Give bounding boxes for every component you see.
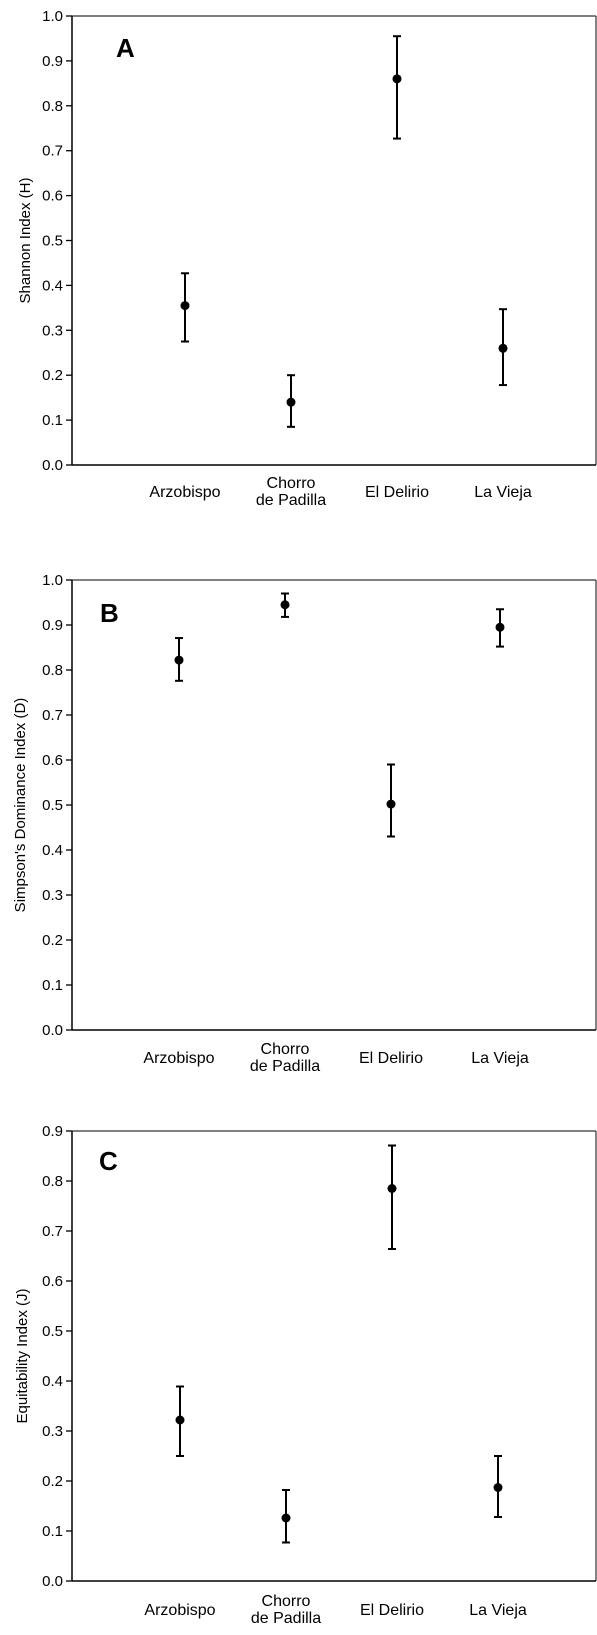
x-category-label: Chorro (262, 1593, 311, 1610)
x-category-label: El Delirio (365, 484, 429, 501)
x-category-label: El Delirio (359, 1050, 423, 1067)
y-tick-label: 0.8 (42, 1173, 63, 1190)
y-tick-label: 0.0 (42, 457, 63, 474)
data-point (392, 74, 402, 84)
y-axis-title: Shannon Index (H) (17, 178, 34, 304)
y-tick-label: 0.6 (42, 188, 63, 205)
x-category-label: de Padilla (256, 492, 326, 509)
y-tick-label: 0.0 (42, 1022, 63, 1039)
y-tick-label: 0.9 (42, 53, 63, 70)
x-category-label: de Padilla (251, 1610, 321, 1627)
y-tick-label: 0.0 (42, 1573, 63, 1590)
x-category-label: Arzobispo (143, 1050, 214, 1067)
data-point (180, 301, 190, 311)
x-category-label: Arzobispo (144, 1602, 215, 1619)
y-tick-label: 0.4 (42, 842, 63, 859)
x-category-label: La Vieja (469, 1602, 527, 1619)
y-tick-label: 0.8 (42, 662, 63, 679)
y-tick-label: 0.7 (42, 143, 63, 160)
x-category-label: La Vieja (474, 484, 532, 501)
data-point (175, 1415, 185, 1425)
y-tick-label: 0.9 (42, 617, 63, 634)
x-category-label: Chorro (267, 475, 316, 492)
data-point (174, 655, 184, 665)
y-tick-label: 0.4 (42, 1373, 63, 1390)
y-tick-label: 0.1 (42, 1523, 63, 1540)
y-tick-label: 0.4 (42, 277, 63, 294)
data-point (498, 343, 508, 353)
y-tick-label: 0.9 (42, 1123, 63, 1140)
data-point (286, 397, 296, 407)
x-category-label: de Padilla (250, 1058, 320, 1075)
y-tick-label: 0.3 (42, 887, 63, 904)
y-axis-title: Equitability Index (J) (14, 1288, 31, 1423)
chart-panel-c: 0.0 0.1 0.2 0.3 0.4 0.5 0.6 0.7 0.8 0.9 Equitabili… (14, 1123, 597, 1627)
panel-letter: C (99, 1146, 118, 1176)
y-tick-label: 0.5 (42, 233, 63, 250)
data-point (386, 799, 396, 809)
data-point (495, 622, 505, 632)
y-tick-label: 1.0 (42, 8, 63, 25)
y-tick-label: 0.2 (42, 367, 63, 384)
y-axis-title: Simpson's Dominance Index (D) (12, 698, 29, 913)
chart-panel-b: 0.0 0.1 0.2 0.3 0.4 0.5 0.6 0.7 0.8 0.9 1.0 Simpson… (12, 572, 597, 1075)
y-tick-label: 0.6 (42, 752, 63, 769)
y-tick-label: 0.8 (42, 98, 63, 115)
y-tick-label: 0.5 (42, 797, 63, 814)
y-tick-label: 0.2 (42, 1473, 63, 1490)
y-tick-label: 0.3 (42, 322, 63, 339)
y-tick-label: 0.7 (42, 707, 63, 724)
x-category-label: La Vieja (471, 1050, 529, 1067)
data-point (387, 1184, 397, 1193)
y-tick-label: 1.0 (42, 572, 63, 589)
y-tick-label: 0.7 (42, 1223, 63, 1240)
y-tick-label: 0.5 (42, 1323, 63, 1340)
y-tick-label: 0.6 (42, 1273, 63, 1290)
panel-letter: B (100, 598, 119, 628)
y-tick-label: 0.2 (42, 932, 63, 949)
panel-letter: A (116, 33, 135, 63)
y-tick-label: 0.1 (42, 977, 63, 994)
y-tick-label: 0.3 (42, 1423, 63, 1440)
x-category-label: Chorro (261, 1041, 310, 1058)
data-point (493, 1483, 503, 1492)
y-tick-label: 0.1 (42, 412, 63, 429)
x-category-label: Arzobispo (149, 484, 220, 501)
x-category-label: El Delirio (360, 1602, 424, 1619)
data-point (281, 1513, 291, 1523)
data-point (280, 600, 290, 610)
chart-panel-a: 0.0 0.1 0.2 0.3 0.4 0.5 0.6 0.7 0.8 0.9 1.0 Shannon… (17, 8, 597, 509)
